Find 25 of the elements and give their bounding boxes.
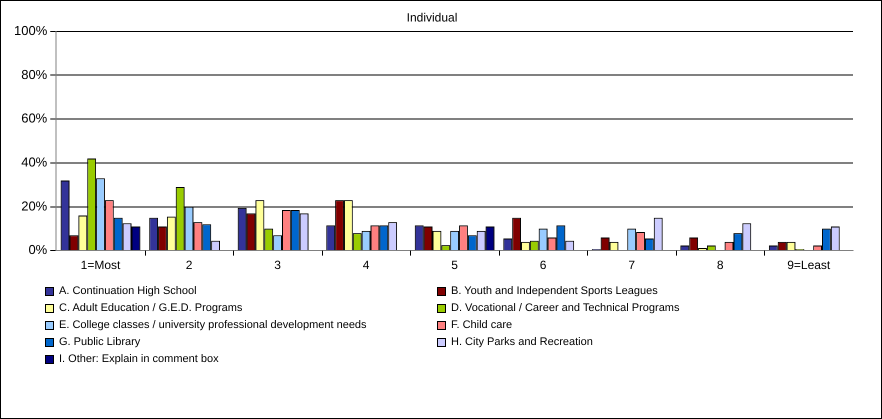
legend-label: C. Adult Education / G.E.D. Programs	[59, 302, 242, 314]
legend-label: E. College classes / university professional development needs	[59, 319, 367, 331]
y-tick-label: 60%	[21, 110, 48, 126]
legend-label: F. Child care	[451, 319, 512, 331]
y-tick-label: 80%	[21, 66, 48, 82]
x-tick-label: 7	[628, 258, 636, 272]
legend-label: H. City Parks and Recreation	[451, 336, 593, 348]
x-tick-label: 4	[362, 258, 370, 272]
y-tick-label: 20%	[21, 198, 48, 214]
x-tick-label: 5	[451, 258, 458, 272]
x-tick-label: 8	[716, 258, 724, 272]
legend-label: A. Continuation High School	[59, 285, 197, 297]
legend-label: B. Youth and Independent Sports Leagues	[451, 285, 658, 297]
x-tick-label: 3	[274, 258, 282, 272]
y-tick-label: 0%	[28, 242, 48, 258]
legend-label: I. Other: Explain in comment box	[59, 353, 219, 365]
legend-label: G. Public Library	[59, 336, 140, 348]
x-tick-label: 6	[540, 258, 547, 272]
x-tick-label: 2	[186, 258, 193, 272]
chart-title: Individual	[406, 10, 458, 25]
x-tick-label: 9=Least	[787, 258, 831, 272]
y-tick-label: 40%	[21, 154, 48, 170]
y-tick-label: 100%	[14, 22, 48, 38]
x-tick-label: 1=Most	[80, 258, 122, 272]
legend-label: D. Vocational / Career and Technical Programs	[451, 302, 680, 314]
